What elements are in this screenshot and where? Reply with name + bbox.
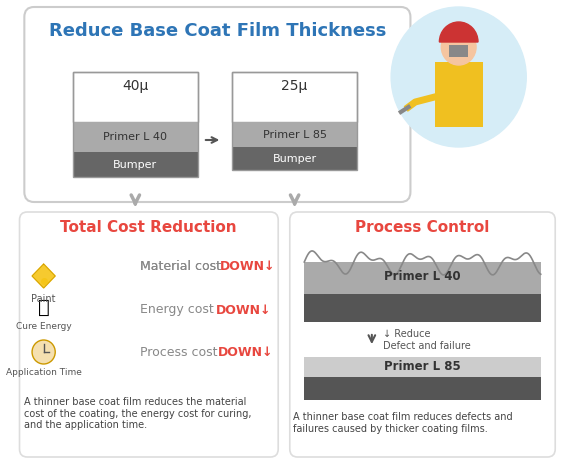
Text: Cure Energy: Cure Energy — [16, 322, 72, 331]
Text: Total Cost Reduction: Total Cost Reduction — [59, 220, 236, 235]
Circle shape — [391, 7, 526, 147]
Bar — [305, 377, 541, 400]
Bar — [232, 72, 357, 170]
Text: Reduce Base Coat Film Thickness: Reduce Base Coat Film Thickness — [49, 22, 386, 40]
Text: Primer L 40: Primer L 40 — [384, 270, 460, 284]
Text: ↓ Reduce
Defect and failure: ↓ Reduce Defect and failure — [384, 329, 471, 351]
Text: DOWN↓: DOWN↓ — [218, 346, 273, 359]
Text: Energy cost: Energy cost — [140, 304, 218, 316]
Text: Process cost: Process cost — [140, 346, 221, 359]
Bar — [72, 72, 198, 177]
Text: DOWN↓: DOWN↓ — [215, 304, 271, 316]
Bar — [305, 357, 541, 377]
Text: Material cost: Material cost — [140, 261, 225, 274]
Text: Application Time: Application Time — [6, 368, 81, 377]
FancyBboxPatch shape — [290, 212, 555, 457]
Circle shape — [32, 340, 55, 364]
Text: Bumper: Bumper — [272, 154, 316, 164]
Bar — [232, 122, 357, 147]
FancyBboxPatch shape — [20, 212, 278, 457]
Text: Material cost: Material cost — [140, 261, 225, 274]
Text: 40µ: 40µ — [122, 79, 149, 93]
Bar — [305, 262, 541, 294]
FancyBboxPatch shape — [24, 7, 410, 202]
Text: 25µ: 25µ — [281, 79, 308, 93]
Circle shape — [441, 29, 476, 65]
Text: Bumper: Bumper — [113, 160, 158, 170]
Bar — [72, 72, 198, 122]
Bar — [449, 45, 468, 57]
Bar — [72, 122, 198, 152]
Bar — [232, 147, 357, 170]
Text: A thinner base coat film reduces defects and
failures caused by thicker coating : A thinner base coat film reduces defects… — [293, 412, 512, 434]
Bar — [305, 294, 541, 322]
Polygon shape — [32, 264, 55, 288]
Bar — [232, 72, 357, 122]
Text: Primer L 40: Primer L 40 — [103, 132, 167, 142]
Bar — [434, 62, 483, 127]
Text: 🔥: 🔥 — [38, 298, 50, 316]
Bar — [72, 152, 198, 177]
Wedge shape — [440, 22, 478, 42]
Text: A thinner base coat film reduces the material
cost of the coating, the energy co: A thinner base coat film reduces the mat… — [24, 397, 252, 430]
Text: Primer L 85: Primer L 85 — [263, 130, 327, 140]
Text: DOWN↓: DOWN↓ — [220, 261, 276, 274]
Text: Paint: Paint — [32, 294, 56, 304]
Text: Process Control: Process Control — [355, 220, 489, 235]
Text: Primer L 85: Primer L 85 — [384, 360, 460, 373]
